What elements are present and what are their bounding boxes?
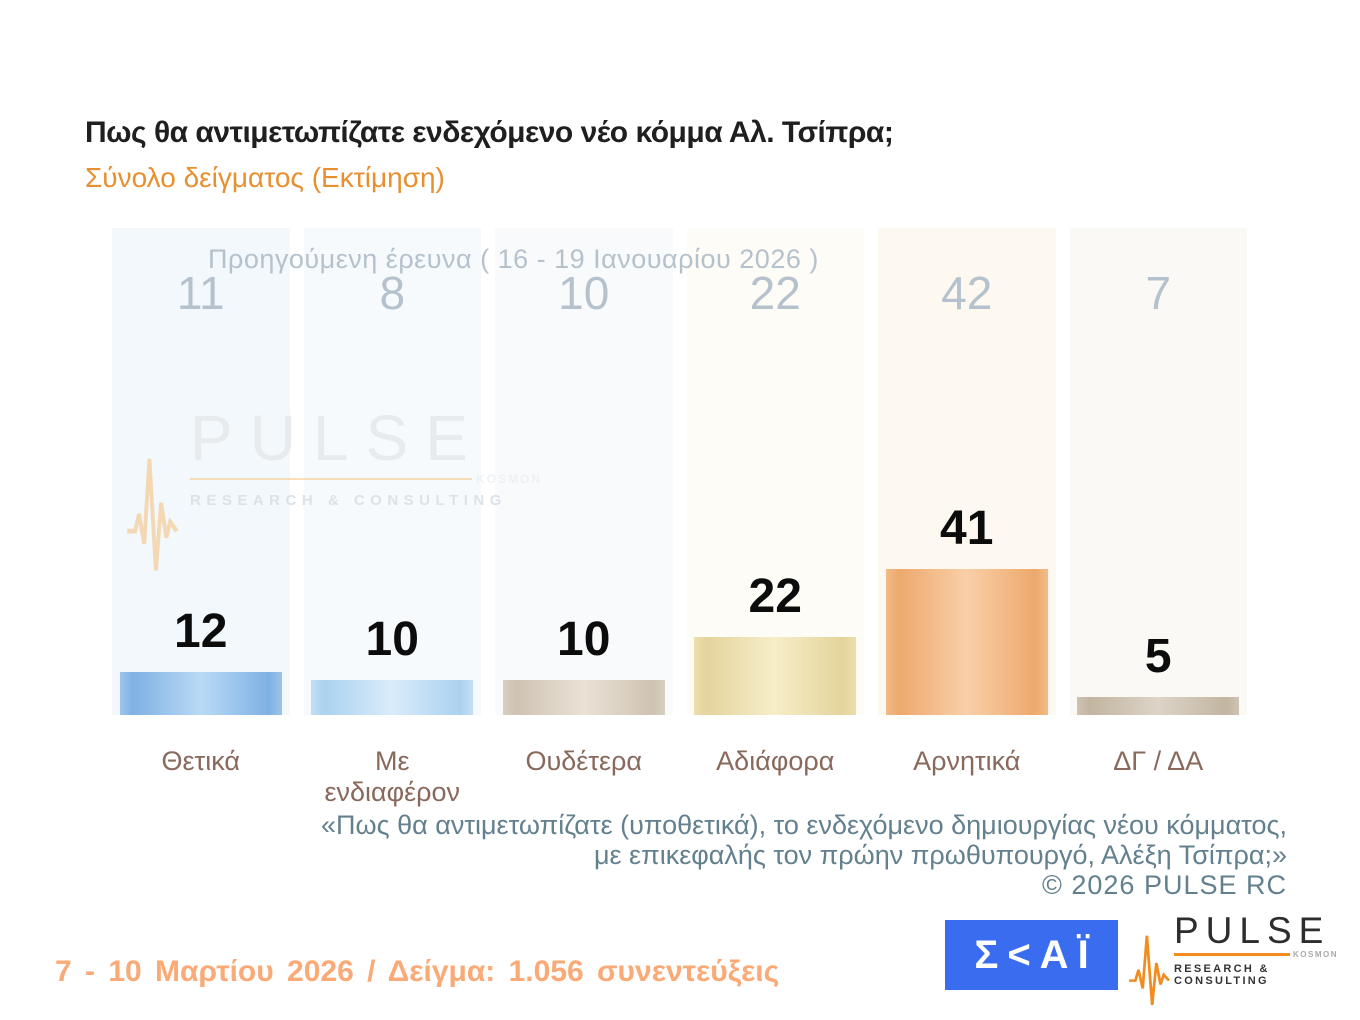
page-title: Πως θα αντιμετωπίζατε ενδεχόμενο νέο κόμ…	[85, 116, 894, 149]
previous-value-label: 22	[749, 267, 801, 319]
pulse-logo-kosmon: KOSMON	[1293, 950, 1338, 959]
category-labels-row: Θετικά Με ενδιαφέρον Ουδέτερα Αδιάφορα Αρνητ…	[112, 746, 1247, 808]
pulse-logo: PULSE KOSMON RESEARCH & CONSULTING	[1129, 910, 1338, 1006]
previous-value-label: 8	[379, 267, 406, 319]
bar	[694, 636, 856, 715]
category-label: Αδιάφορα	[716, 746, 835, 776]
category-label: Με ενδιαφέρον	[324, 746, 461, 807]
previous-survey-note: Προηγούμενη έρευνα ( 16 - 19 Ιανουαρίου …	[208, 244, 819, 274]
previous-value-label: 7	[1145, 267, 1172, 319]
pulse-waveform-icon	[1129, 935, 1170, 1006]
bar	[502, 679, 665, 715]
page-subtitle: Σύνολο δείγματος (Εκτίμηση)	[85, 162, 445, 193]
pulse-logo-brand: PULSE	[1174, 910, 1331, 951]
chart-column: 42 41	[878, 228, 1056, 715]
chart-column: 8 10	[303, 228, 481, 715]
current-value-label: 22	[748, 569, 802, 623]
chart-column: 22 22	[686, 228, 864, 715]
category-label: Ουδέτερα	[525, 746, 642, 776]
bar	[1077, 697, 1239, 715]
category-label: Αρνητικά	[913, 746, 1021, 776]
current-value-label: 5	[1144, 630, 1172, 684]
pulse-logo-subtitle: RESEARCH & CONSULTING	[1174, 963, 1270, 987]
copyright-text: © 2026 PULSE RC	[1041, 870, 1287, 900]
current-value-label: 41	[940, 502, 994, 556]
footnote-line-2: με επικεφαλής τον πρώην πρωθυπουργό, Αλέ…	[593, 840, 1287, 870]
previous-value-label: 10	[558, 267, 610, 319]
previous-value-label: 11	[176, 267, 225, 319]
bar	[885, 569, 1048, 715]
current-value-label: 10	[365, 612, 419, 666]
bar	[119, 672, 282, 715]
question-footnote: «Πως θα αντιμετωπίζατε (υποθετικά), το ε…	[321, 810, 1287, 900]
chart-column: 10 10	[495, 228, 673, 715]
current-value-label: 10	[557, 612, 611, 666]
skai-logo: Σ<ΑΪ	[945, 920, 1118, 990]
current-value-label: 12	[174, 605, 228, 659]
category-label: ΔΓ / ΔΑ	[1113, 746, 1204, 776]
category-label: Θετικά	[161, 746, 240, 776]
pulse-logo-underline	[1174, 953, 1290, 956]
previous-value-label: 42	[941, 267, 993, 319]
fieldwork-sample-text: 7 - 10 Μαρτίου 2026 / Δείγμα: 1.056 συνε…	[55, 955, 780, 988]
footnote-line-1: «Πως θα αντιμετωπίζατε (υποθετικά), το ε…	[320, 810, 1287, 840]
chart-column: 11 12	[112, 228, 290, 715]
skai-logo-text: Σ<ΑΪ	[974, 932, 1098, 977]
bar-chart: 11 12 8 10 10 10 22 22 42 41 7 5	[112, 228, 1247, 715]
bar	[311, 679, 473, 715]
